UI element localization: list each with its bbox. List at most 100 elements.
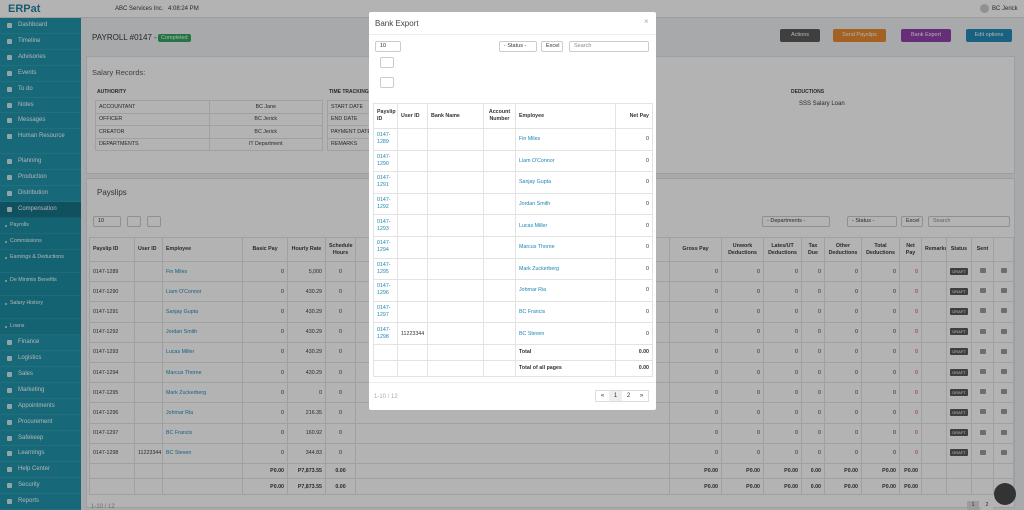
menu-item[interactable]: Human Resource xyxy=(0,129,81,155)
excel-button[interactable]: Excel xyxy=(541,41,563,52)
cell-text[interactable]: Marcus Thorne xyxy=(519,244,555,251)
menu-item[interactable]: Appointments xyxy=(0,399,81,415)
columns-button[interactable] xyxy=(127,216,141,227)
cell-text[interactable]: Jordan Smith xyxy=(166,329,198,336)
menu-item[interactable]: Procurement xyxy=(0,415,81,431)
cell-text[interactable]: Liam O'Connor xyxy=(166,288,202,295)
search-input[interactable]: Search xyxy=(928,216,1010,227)
row-menu[interactable] xyxy=(1000,288,1007,294)
menu-item[interactable]: Planning xyxy=(0,154,81,171)
cell-text[interactable]: 0147-1292 xyxy=(377,197,391,211)
page-button[interactable]: 1 xyxy=(967,501,979,510)
cell-text[interactable]: Mark Zuckerberg xyxy=(166,389,207,396)
row-menu[interactable] xyxy=(1000,348,1007,354)
row-menu[interactable] xyxy=(1000,369,1007,375)
menu-item[interactable]: Earnings & Deductions xyxy=(0,249,81,273)
send-icon[interactable] xyxy=(979,449,986,455)
send-icon[interactable] xyxy=(979,429,986,435)
cell-text[interactable]: 0147-1290 xyxy=(377,153,391,167)
send-icon[interactable] xyxy=(979,308,986,314)
menu-item[interactable]: Distribution xyxy=(0,186,81,203)
menu-item[interactable]: Salary History xyxy=(0,296,81,320)
send-icon[interactable] xyxy=(979,409,986,415)
menu-item[interactable]: Finance xyxy=(0,335,81,352)
cell-text[interactable]: Sanjay Gupta xyxy=(519,179,552,186)
menu-item[interactable]: Commissions xyxy=(0,233,81,250)
cell-text[interactable]: 0147-1295 xyxy=(377,261,391,275)
menu-item[interactable]: To do xyxy=(0,82,81,98)
cell-text[interactable]: 0147-1291 xyxy=(377,175,391,189)
cell-text[interactable]: Marcus Thorne xyxy=(166,369,202,376)
cell-text[interactable]: 0147-1298 xyxy=(377,326,391,340)
next-button[interactable]: » xyxy=(639,393,644,399)
cell-text[interactable]: 0147-1296 xyxy=(377,283,391,297)
menu-item[interactable]: Safekeep xyxy=(0,431,81,447)
menu-item[interactable]: Events xyxy=(0,66,81,82)
menu-item[interactable]: Timeline xyxy=(0,34,81,50)
actions-button[interactable]: Actions xyxy=(780,29,820,42)
row-menu[interactable] xyxy=(1000,268,1007,274)
send-icon[interactable] xyxy=(979,288,986,294)
cell-text[interactable]: Sanjay Gupta xyxy=(166,308,199,315)
cell-text[interactable]: 0147-1293 xyxy=(377,218,391,232)
row-menu[interactable] xyxy=(1000,409,1007,415)
page-size-select[interactable]: 10 xyxy=(93,216,121,227)
menu-item[interactable]: De Minimis Benefits xyxy=(0,272,81,297)
cell-text[interactable]: Jordan Smith xyxy=(519,201,551,208)
row-menu[interactable] xyxy=(1000,389,1007,395)
send-icon[interactable] xyxy=(979,369,986,375)
refresh-button[interactable] xyxy=(380,77,394,88)
menu-item[interactable]: Logistics xyxy=(0,351,81,367)
cell-text[interactable]: Lucas Miller xyxy=(519,222,548,229)
menu-item[interactable]: Payrolls xyxy=(0,218,81,234)
menu-item[interactable]: Compensation xyxy=(0,202,81,218)
menu-item[interactable]: Notes xyxy=(0,98,81,114)
menu-item[interactable]: Learnings xyxy=(0,446,81,463)
page-button[interactable]: 2 xyxy=(981,501,993,510)
row-menu[interactable] xyxy=(1000,429,1007,435)
row-menu[interactable] xyxy=(1000,328,1007,334)
departments-select[interactable]: - Departments - xyxy=(762,216,830,227)
menu-item[interactable]: Sales xyxy=(0,367,81,383)
edit-options-button[interactable]: Edit options xyxy=(966,29,1012,42)
cell-text[interactable]: Mark Zuckerberg xyxy=(519,265,560,272)
cell-text[interactable]: Lucas Miller xyxy=(166,349,195,356)
menu-item[interactable]: Production xyxy=(0,170,81,187)
menu-item[interactable]: Dashboard xyxy=(0,18,81,34)
cell-text[interactable]: BC Steven xyxy=(166,450,192,457)
menu-item[interactable]: Security xyxy=(0,478,81,495)
row-menu[interactable] xyxy=(1000,449,1007,455)
row-menu[interactable] xyxy=(1000,308,1007,314)
cell-text[interactable]: 0147-1297 xyxy=(377,305,391,319)
chat-button[interactable] xyxy=(994,483,1016,505)
cell-text[interactable]: Johmar Ria xyxy=(166,409,194,416)
prev-button[interactable]: « xyxy=(600,393,605,399)
close-button[interactable]: × xyxy=(644,17,649,26)
cell-text[interactable]: Liam O'Connor xyxy=(519,157,555,164)
cell-text[interactable]: Fin Miles xyxy=(166,268,188,275)
page-button[interactable]: 2 xyxy=(626,393,631,399)
send-icon[interactable] xyxy=(979,389,986,395)
send-icon[interactable] xyxy=(979,328,986,334)
user-name[interactable]: BC Jerick xyxy=(992,6,1018,12)
page-size-select[interactable]: 10 xyxy=(375,41,401,52)
send-payslips-button[interactable]: Send Payslips xyxy=(833,29,886,42)
menu-item[interactable]: Marketing xyxy=(0,383,81,399)
company[interactable]: ABC Services Inc. xyxy=(115,6,164,12)
cell-text[interactable]: Johmar Ria xyxy=(519,287,547,294)
bank-export-button[interactable]: Bank Export xyxy=(901,29,951,42)
avatar[interactable] xyxy=(980,4,989,13)
menu-item[interactable]: Advisories xyxy=(0,50,81,66)
send-icon[interactable] xyxy=(979,268,986,274)
columns-button[interactable] xyxy=(380,57,394,68)
status-select[interactable]: - Status - xyxy=(847,216,897,227)
send-icon[interactable] xyxy=(979,348,986,354)
search-input[interactable]: Search xyxy=(569,41,649,52)
cell-text[interactable]: Fin Miles xyxy=(519,136,541,143)
menu-item[interactable]: Loans xyxy=(0,319,81,336)
refresh-button[interactable] xyxy=(147,216,161,227)
menu-item[interactable]: Messages xyxy=(0,113,81,130)
excel-button[interactable]: Excel xyxy=(901,216,923,227)
cell-text[interactable]: 0147-1289 xyxy=(377,132,391,146)
cell-text[interactable]: 0147-1294 xyxy=(377,240,391,254)
